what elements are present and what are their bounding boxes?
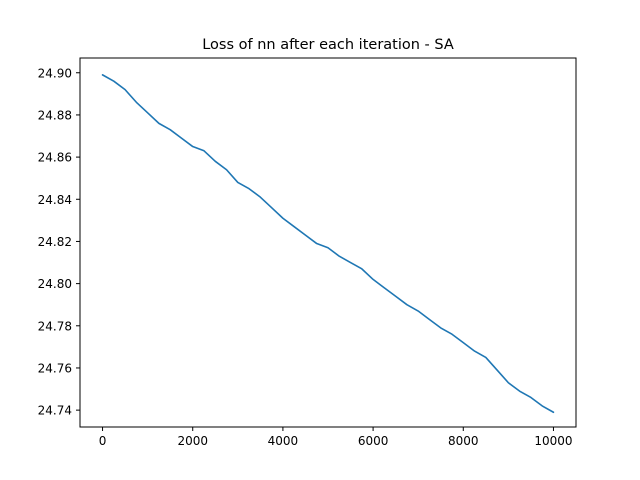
y-tick-label: 24.82 bbox=[38, 235, 72, 249]
plot-area-frame bbox=[79, 57, 577, 428]
y-tick-label: 24.78 bbox=[38, 319, 72, 333]
y-tick-label: 24.74 bbox=[38, 404, 72, 418]
y-tick-label: 24.84 bbox=[38, 193, 72, 207]
y-tick-label: 24.86 bbox=[38, 151, 72, 165]
y-tick-label: 24.90 bbox=[38, 66, 72, 80]
x-tick-label: 4000 bbox=[268, 434, 299, 448]
x-axis: 0 2000 4000 6000 8000 10000 bbox=[99, 427, 573, 448]
y-tick-label: 24.88 bbox=[38, 108, 72, 122]
y-tick-label: 24.76 bbox=[38, 361, 72, 375]
x-tick-label: 8000 bbox=[448, 434, 479, 448]
chart-title: Loss of nn after each iteration - SA bbox=[202, 37, 454, 53]
y-tick-label: 24.80 bbox=[38, 277, 72, 291]
x-tick-label: 2000 bbox=[177, 434, 208, 448]
x-tick-label: 6000 bbox=[358, 434, 389, 448]
x-tick-label: 0 bbox=[99, 434, 107, 448]
y-axis: 24.74 24.76 24.78 24.80 24.82 24.84 24.86 24.88… bbox=[38, 66, 80, 418]
series-line-0 bbox=[101, 74, 555, 414]
x-tick-label: 10000 bbox=[534, 434, 572, 448]
series-layer bbox=[101, 74, 555, 414]
